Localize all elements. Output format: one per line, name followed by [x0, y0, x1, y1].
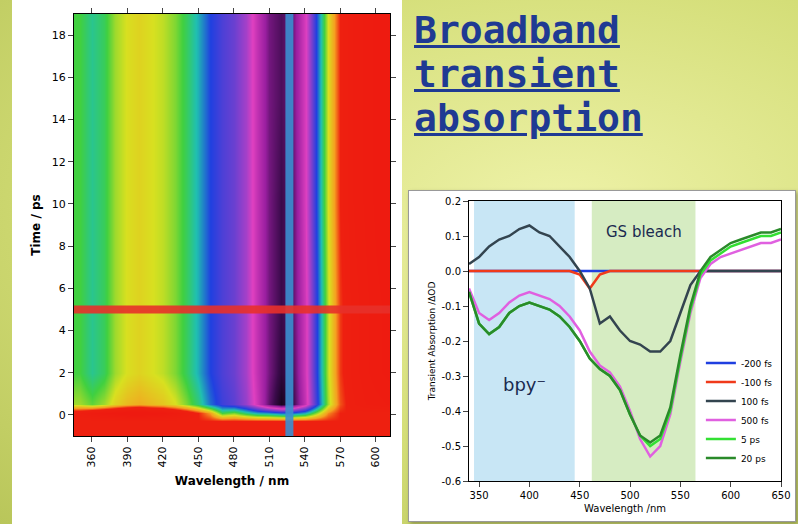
svg-text:570: 570 [334, 446, 347, 467]
svg-text:100 fs: 100 fs [741, 397, 769, 407]
svg-text:5 ps: 5 ps [741, 435, 760, 445]
svg-text:-100 fs: -100 fs [741, 378, 772, 388]
svg-text:0.1: 0.1 [445, 231, 461, 242]
svg-text:0: 0 [59, 409, 66, 422]
svg-text:-0.6: -0.6 [441, 476, 461, 487]
svg-text:550: 550 [671, 490, 690, 501]
svg-text:8: 8 [59, 240, 66, 253]
svg-text:16: 16 [52, 71, 66, 84]
svg-text:650: 650 [771, 490, 790, 501]
svg-text:GS bleach: GS bleach [606, 223, 682, 241]
svg-text:18: 18 [52, 29, 66, 42]
svg-text:450: 450 [570, 490, 589, 501]
svg-text:390: 390 [121, 446, 134, 467]
svg-text:600: 600 [369, 446, 382, 467]
svg-text:2: 2 [59, 367, 66, 380]
svg-text:Time / ps: Time / ps [29, 194, 43, 255]
svg-text:Wavelength /nm: Wavelength /nm [584, 503, 666, 514]
svg-text:0.0: 0.0 [445, 266, 461, 277]
svg-text:510: 510 [263, 446, 276, 467]
svg-text:540: 540 [298, 446, 311, 467]
svg-text:-0.2: -0.2 [441, 336, 461, 347]
svg-text:0.2: 0.2 [445, 196, 461, 207]
svg-text:20 ps: 20 ps [741, 454, 766, 464]
svg-text:500 fs: 500 fs [741, 416, 769, 426]
svg-text:bpy⁻: bpy⁻ [503, 374, 546, 395]
svg-text:480: 480 [227, 446, 240, 467]
svg-text:-0.1: -0.1 [441, 301, 461, 312]
svg-text:500: 500 [620, 490, 639, 501]
svg-text:420: 420 [156, 446, 169, 467]
svg-text:Wavelength / nm: Wavelength / nm [175, 474, 289, 488]
svg-text:4: 4 [59, 324, 66, 337]
svg-text:Transient Absorption /ΔOD: Transient Absorption /ΔOD [427, 282, 437, 402]
svg-text:450: 450 [192, 446, 205, 467]
svg-text:-0.3: -0.3 [441, 371, 461, 382]
svg-text:-0.4: -0.4 [441, 406, 461, 417]
svg-text:360: 360 [85, 446, 98, 467]
svg-text:-0.5: -0.5 [441, 441, 461, 452]
svg-text:6: 6 [59, 282, 66, 295]
html-text:Broadband transient absorption: Broadband transient absorption [414, 8, 643, 140]
svg-text:350: 350 [470, 490, 489, 501]
svg-text:14: 14 [52, 113, 66, 126]
svg-text:12: 12 [52, 156, 66, 169]
svg-text:10: 10 [52, 198, 66, 211]
svg-text:600: 600 [721, 490, 740, 501]
svg-text:400: 400 [520, 490, 539, 501]
svg-text:-200 fs: -200 fs [741, 359, 772, 369]
